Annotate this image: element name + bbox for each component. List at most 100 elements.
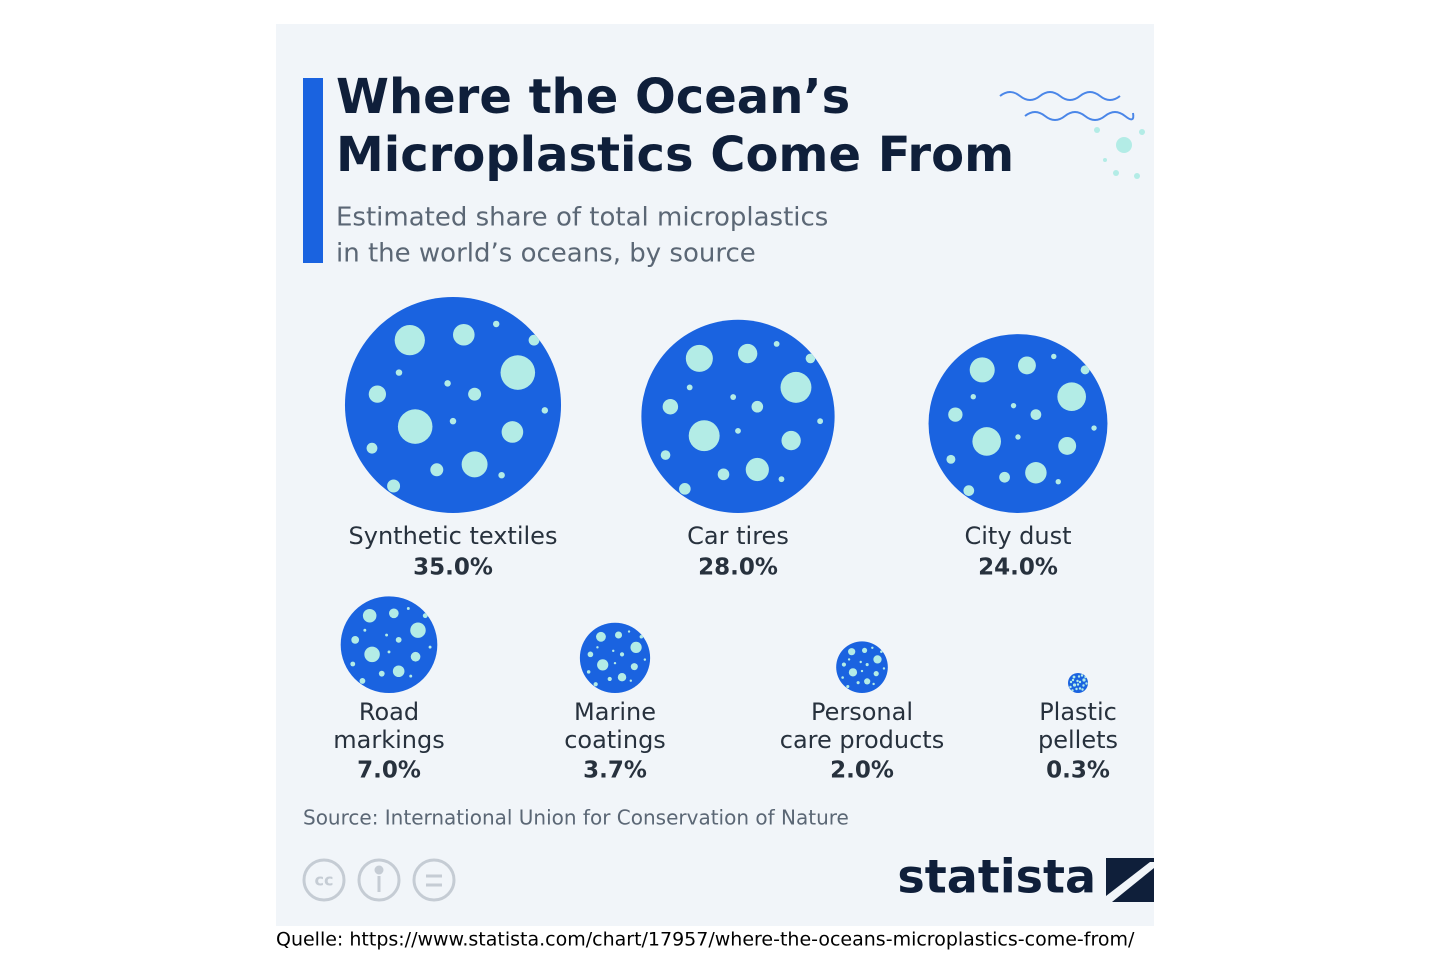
category-label: Car tires [687,522,789,550]
dot [409,674,413,678]
bubble-dots [1069,674,1088,692]
dot [528,334,540,346]
dot [773,341,780,347]
category-label: Marine coatings [564,698,666,754]
value-label: 24.0% [978,555,1058,581]
dot [597,659,609,671]
dot [969,357,995,383]
dot [817,418,824,425]
dot [615,631,623,639]
dot [410,651,421,662]
wave-decoration [999,91,1145,179]
dot [662,398,679,415]
category-label: Plastic pellets [1038,698,1118,754]
chart-subtitle: Estimated share of total microplastics [336,203,828,233]
bubble-group [928,334,1108,513]
footer: Quelle: https://www.statista.com/chart/1… [276,929,1135,951]
dot [389,608,399,619]
bubble-group [340,596,438,694]
dot [972,427,1002,456]
dot [397,409,433,444]
dot [1077,675,1081,678]
bubble [641,319,835,513]
dot [717,468,730,481]
bubble-group [836,641,888,693]
dot [498,471,505,479]
value-label: 7.0% [357,758,421,784]
dot [1051,353,1057,360]
dot [596,631,606,642]
dot [366,442,378,454]
brand-logo [1106,858,1154,902]
bubble-dots [946,353,1097,497]
dot [1078,680,1082,684]
dot [735,427,741,434]
dot [963,485,975,497]
dot [492,320,500,328]
dot [1076,683,1080,686]
category-label: Road markings [333,698,444,754]
bubble [928,334,1108,513]
dot [392,665,405,678]
dot [999,471,1010,483]
dot [848,668,858,677]
dot [948,407,963,422]
dot [596,646,599,649]
dot [461,451,488,478]
bubble-dots [366,320,549,493]
dot [946,454,956,464]
bubble-dots [660,341,824,495]
dot [860,669,864,673]
dot [864,678,871,685]
dot [1082,684,1085,687]
dot [468,387,482,401]
bubble-group [579,622,651,693]
value-label: 35.0% [413,555,493,581]
dot [1080,674,1084,677]
dot [612,649,615,653]
dot [619,652,625,657]
dot [359,678,366,684]
dot [444,380,451,387]
dot [1072,683,1077,687]
dot [781,430,801,451]
dot [613,661,617,665]
category-label: Personal care products [780,698,944,754]
chart-title: Where the Ocean’s [336,69,850,125]
dot [1010,402,1017,409]
dot [410,622,426,638]
dot [778,476,785,483]
dot [453,323,475,346]
dot [627,630,631,633]
dot [500,355,536,390]
dot [841,662,846,667]
dot [364,646,380,663]
dot [1015,434,1021,440]
dot [630,641,642,653]
dot [1055,479,1061,485]
value-label: 28.0% [698,555,778,581]
dot [745,457,769,482]
dot [1082,678,1086,682]
dot [751,400,764,413]
bubble [340,596,438,694]
dot [586,670,591,674]
dot [385,633,389,637]
dot [1069,680,1073,684]
dot [387,479,401,493]
dot [970,394,976,400]
value-label: 2.0% [830,758,894,784]
dot [730,394,737,400]
bubble-group [344,296,562,513]
title-accent [303,78,323,263]
category-label: City dust [964,522,1071,550]
dot [351,635,360,644]
dot [841,676,844,679]
dot [873,655,882,664]
dot [449,417,457,425]
bubble-dots [350,607,432,684]
dot [629,679,633,682]
chart-title: Microplastics Come From [336,127,1014,183]
dot [406,607,410,610]
